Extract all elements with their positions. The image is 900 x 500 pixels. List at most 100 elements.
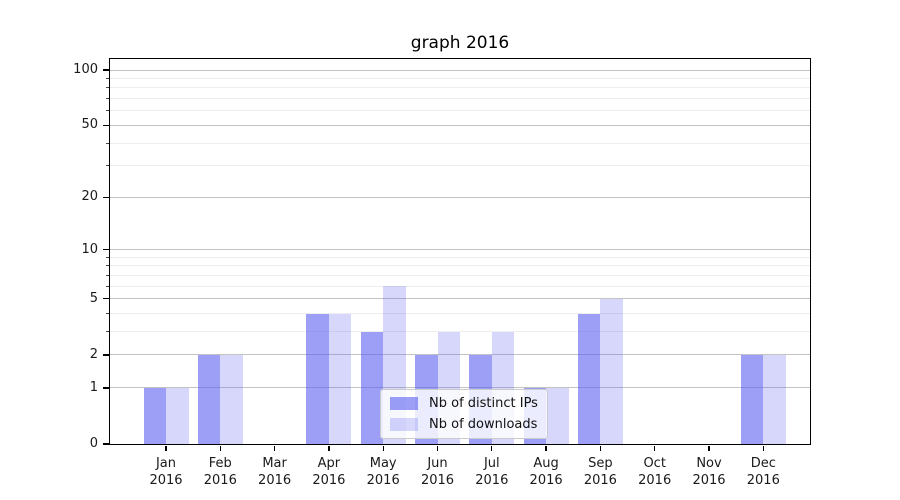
x-tick-mark	[219, 445, 221, 451]
y-tick-label: 50	[81, 117, 98, 133]
x-tick-mark	[599, 445, 602, 451]
y-tick-label: 5	[89, 290, 98, 306]
gridline-minor	[110, 313, 810, 315]
bar-downloads	[546, 387, 569, 444]
bar-downloads	[328, 313, 352, 444]
x-tick-mark	[436, 445, 439, 451]
y-minor-tick-mark	[105, 77, 109, 79]
bar-distinct-ips	[197, 354, 221, 444]
plot-area: 0 1 2 5 10 20 50 100 Jan 2016 Feb 2016 Mar 2016 Apr 201…	[73, 58, 811, 488]
y-tick-label: 10	[81, 241, 98, 257]
y-tick-label: 0	[89, 436, 98, 451]
y-tick-mark	[103, 196, 109, 198]
gridline-major	[110, 354, 810, 356]
x-tick-label: Apr 2016	[289, 455, 369, 489]
y-minor-tick-mark	[105, 313, 109, 315]
gridline-major	[110, 249, 810, 251]
x-tick-label: Oct 2016	[615, 455, 695, 489]
legend-item: Nb of downloads	[390, 417, 538, 432]
x-tick-month: Oct	[643, 456, 666, 471]
gridline-minor	[110, 274, 810, 276]
y-tick-mark	[103, 298, 109, 300]
gridline-minor	[110, 265, 810, 267]
y-minor-tick-mark	[105, 256, 109, 258]
gridline-minor	[110, 87, 810, 89]
x-tick-label: Jan 2016	[126, 455, 206, 489]
x-tick-year: 2016	[692, 473, 726, 488]
chart-title: graph 2016	[410, 33, 510, 53]
x-tick-year: 2016	[258, 473, 292, 488]
legend-item: Nb of distinct IPs	[390, 396, 538, 411]
bar-distinct-ips	[740, 354, 764, 444]
y-tick-mark	[103, 354, 109, 356]
x-tick-month: Dec	[750, 456, 776, 471]
x-tick-mark	[165, 445, 167, 451]
y-minor-tick-mark	[105, 265, 109, 267]
legend-swatch	[390, 418, 418, 431]
x-tick-month: Jun	[427, 456, 448, 471]
bar-downloads	[166, 387, 189, 444]
x-tick-year: 2016	[149, 473, 183, 488]
x-tick-month: Aug	[533, 456, 559, 471]
y-tick-label: 2	[89, 346, 98, 362]
gridline-minor	[110, 165, 810, 167]
x-tick-mark	[654, 445, 656, 451]
x-tick-month: Jan	[155, 456, 177, 471]
x-tick-month: May	[369, 456, 397, 471]
x-tick-month: Nov	[696, 456, 722, 471]
x-tick-year: 2016	[746, 473, 780, 488]
gridline-minor	[110, 98, 810, 100]
bar-downloads	[220, 354, 243, 444]
gridline-major	[110, 298, 810, 300]
legend-label: Nb of downloads	[429, 417, 538, 432]
bar-downloads	[763, 354, 786, 444]
y-minor-tick-mark	[105, 110, 109, 112]
x-tick-label: Jul 2016	[452, 455, 532, 489]
x-tick-month: Jul	[483, 456, 500, 471]
x-tick-mark	[328, 445, 330, 451]
gridline-minor	[110, 285, 810, 287]
x-tick-mark	[708, 445, 710, 451]
x-tick-mark	[491, 445, 493, 451]
x-tick-year: 2016	[312, 473, 346, 488]
x-tick-year: 2016	[203, 473, 237, 488]
y-minor-tick-mark	[105, 274, 109, 276]
x-tick-mark	[273, 445, 276, 451]
gridline-minor	[110, 142, 810, 144]
x-tick-year: 2016	[529, 473, 563, 488]
gridline-minor	[110, 331, 810, 333]
y-tick-label: 100	[73, 62, 98, 77]
y-minor-tick-mark	[105, 98, 109, 100]
x-tick-year: 2016	[366, 473, 400, 488]
y-minor-tick-mark	[105, 285, 109, 287]
y-minor-tick-mark	[105, 142, 109, 144]
bar-distinct-ips	[306, 313, 329, 444]
gridline-minor	[110, 256, 810, 258]
x-tick-year: 2016	[638, 473, 672, 488]
x-tick-label: Mar 2016	[235, 455, 315, 489]
gridline-major	[110, 69, 810, 71]
bar-distinct-ips	[577, 313, 601, 444]
x-tick-label: May 2016	[343, 455, 423, 489]
x-tick-year: 2016	[420, 473, 455, 488]
x-tick-month: Apr	[317, 456, 341, 471]
y-tick-mark	[103, 248, 109, 251]
x-tick-label: Dec 2016	[723, 455, 803, 489]
bar-distinct-ips	[360, 331, 384, 444]
legend-swatch	[390, 397, 418, 410]
x-tick-mark	[762, 445, 764, 451]
gridline-major	[110, 196, 810, 198]
x-tick-mark	[382, 445, 384, 451]
x-tick-year: 2016	[475, 473, 509, 488]
x-tick-label: Nov 2016	[669, 455, 749, 489]
gridline-minor	[110, 77, 810, 79]
y-tick-mark	[103, 443, 109, 445]
bar-distinct-ips	[143, 387, 166, 444]
x-tick-label: Sep 2016	[560, 455, 640, 489]
x-tick-mark	[545, 445, 547, 451]
y-tick-label: 1	[89, 379, 98, 395]
y-minor-tick-mark	[105, 331, 109, 333]
y-tick-mark	[103, 387, 109, 389]
bar-downloads	[600, 298, 623, 444]
